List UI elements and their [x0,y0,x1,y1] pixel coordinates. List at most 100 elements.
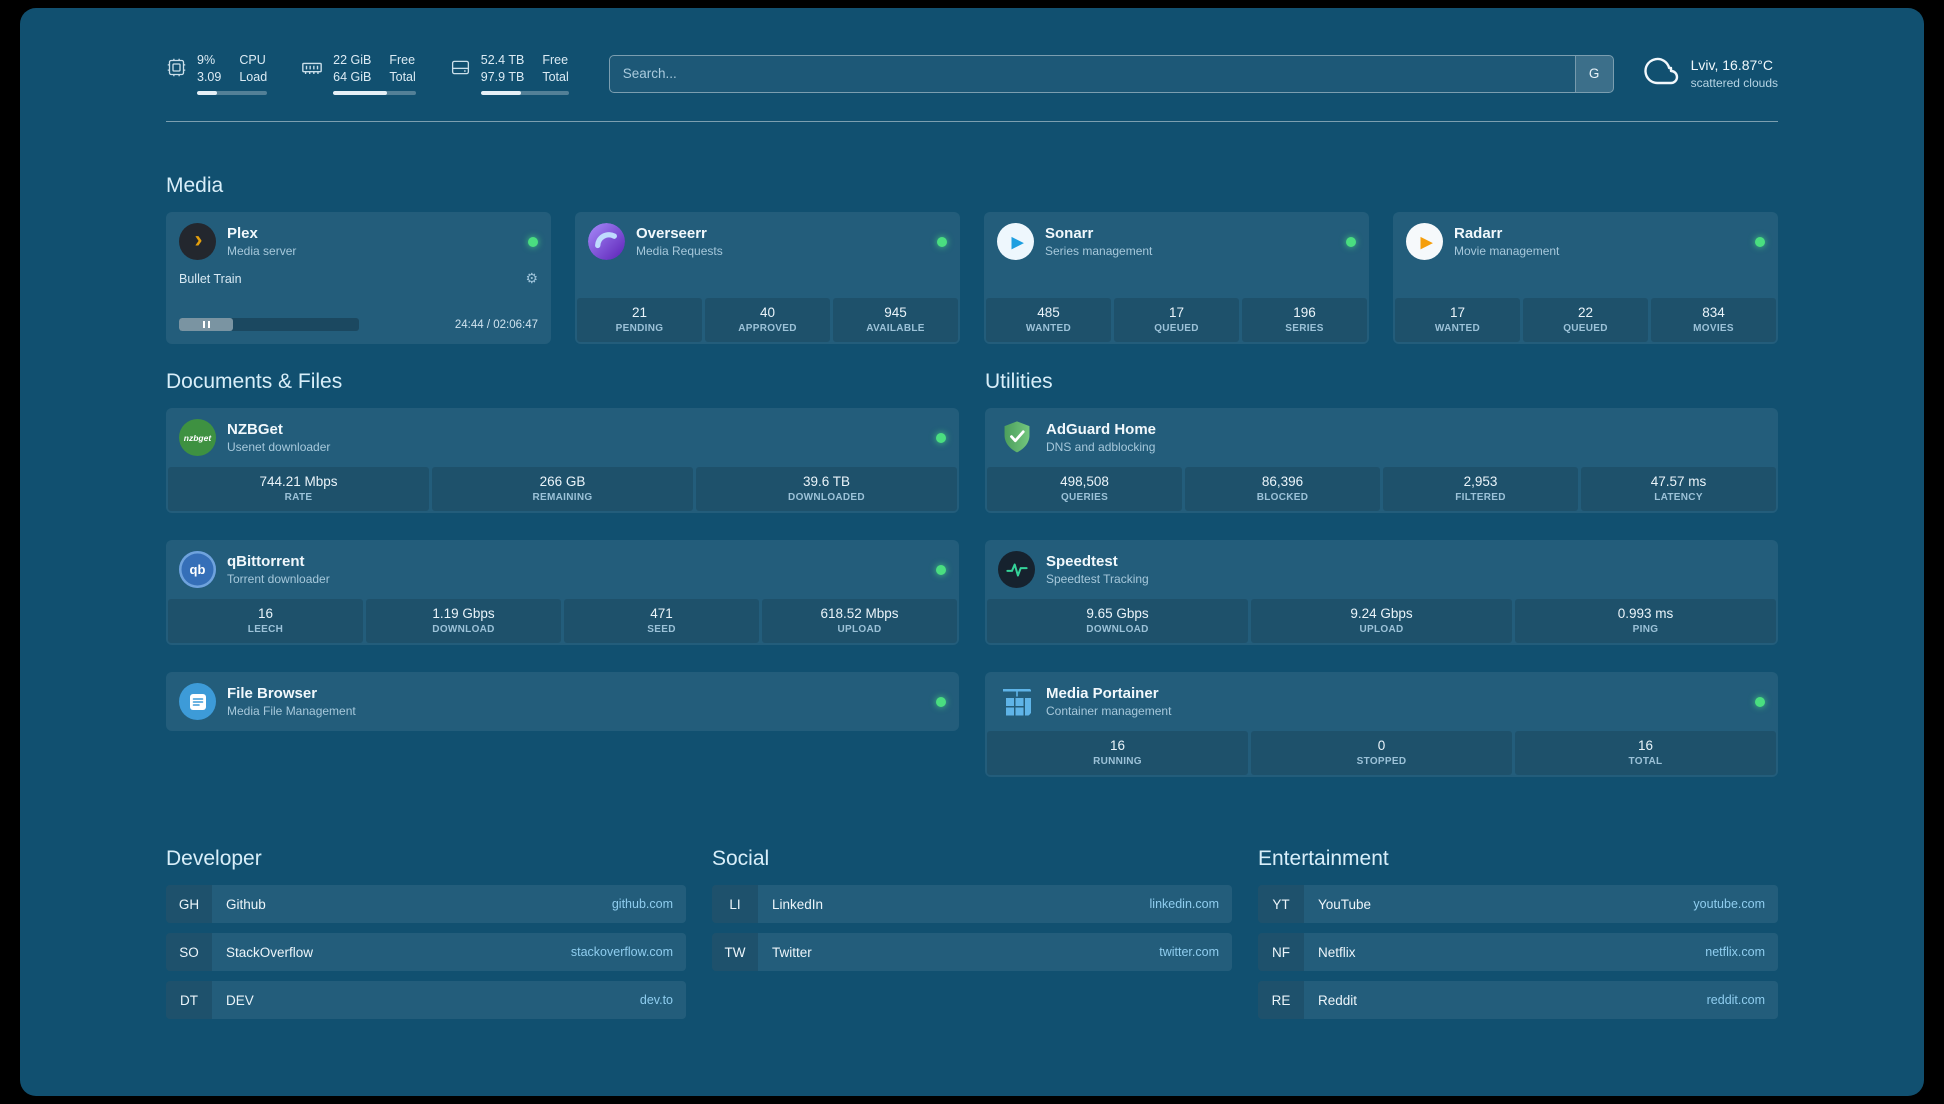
radarr-icon: ▶ [1406,223,1443,260]
stat-label: QUEUED [1563,323,1608,334]
stat-label: AVAILABLE [866,323,925,334]
bookmark-url: twitter.com [1159,945,1219,959]
search-input[interactable] [609,55,1575,92]
stat: 22 QUEUED [1523,298,1648,342]
gear-icon[interactable]: ⚙ [525,270,538,286]
stat-value: 0.993 ms [1617,606,1674,621]
stat-label: RATE [284,492,313,503]
memory-icon [301,57,323,84]
stat-label: UPLOAD [837,624,882,635]
header-divider [166,121,1778,122]
service-desc: Torrent downloader [227,572,330,586]
stat-label: BLOCKED [1256,492,1309,503]
stat-value: 21 [631,305,648,320]
stat: 1.19 Gbps DOWNLOAD [366,599,561,643]
status-dot [936,564,946,575]
bookmark-dev[interactable]: DT DEV dev.to [166,981,686,1019]
bookmark-twitter[interactable]: TW Twitter twitter.com [712,933,1232,971]
bookmark-abbr: DT [166,981,212,1019]
service-card-portainer[interactable]: Media Portainer Container management 16 … [985,672,1778,777]
stat: 196 SERIES [1242,298,1367,342]
overseerr-icon [588,223,625,260]
search-provider-button[interactable]: G [1574,55,1613,92]
bookmark-linkedin[interactable]: LI LinkedIn linkedin.com [712,885,1232,923]
stat-value: 40 [759,305,776,320]
stat-value: 2,953 [1463,474,1498,489]
memory-total-value: 64 GiB [333,70,372,84]
stat-value: 17 [1449,305,1466,320]
stat: 471 SEED [564,599,759,643]
sonarr-icon: ▶ [997,223,1034,260]
stat-value: 485 [1037,305,1060,320]
service-card-plex[interactable]: › Plex Media server Bullet Train ⚙ [166,212,551,344]
service-desc: Usenet downloader [227,440,331,454]
cpu-progress-bar [197,91,268,95]
stat: 0.993 ms PING [1515,599,1776,643]
disk-widget: 52.4 TB 97.9 TB Free Total [450,52,569,95]
service-card-overseerr[interactable]: Overseerr Media Requests 21 PENDING 40 A… [575,212,960,344]
memory-total-label: Total [389,70,416,84]
service-name: Overseerr [636,225,707,242]
section-documents: Documents & Files nzbget NZBGet Usenet d… [166,370,959,731]
pause-icon[interactable] [201,321,211,328]
bookmark-abbr: LI [712,885,758,923]
stat: 17 WANTED [1395,298,1520,342]
stat-label: FILTERED [1455,492,1506,503]
stat-label: SERIES [1285,323,1324,334]
weather-condition: scattered clouds [1690,76,1778,90]
cpu-label-2: Load [239,70,268,84]
bookmark-netflix[interactable]: NF Netflix netflix.com [1258,933,1778,971]
memory-progress-bar [333,91,416,95]
stat-label: SEED [647,624,676,635]
stat-value: 17 [1168,305,1185,320]
stat-label: STOPPED [1356,756,1407,767]
service-card-filebrowser[interactable]: File Browser Media File Management [166,672,959,731]
service-name: Radarr [1454,225,1503,242]
stat-label: LEECH [247,624,284,635]
service-name: Plex [227,225,258,242]
bookmark-github[interactable]: GH Github github.com [166,885,686,923]
bookmark-youtube[interactable]: YT YouTube youtube.com [1258,885,1778,923]
cpu-label-1: CPU [239,53,266,67]
stat-value: 266 GB [539,474,586,489]
cpu-value-percent: 9% [197,53,216,67]
section-title-entertainment: Entertainment [1258,847,1389,870]
service-card-nzbget[interactable]: nzbget NZBGet Usenet downloader 744.21 M… [166,408,959,513]
bookmark-stackoverflow[interactable]: SO StackOverflow stackoverflow.com [166,933,686,971]
stat: 744.21 Mbps RATE [168,467,429,511]
service-card-sonarr[interactable]: ▶ Sonarr Series management 485 WANTED [984,212,1369,344]
stat-label: WANTED [1025,323,1072,334]
stat-value: 86,396 [1261,474,1304,489]
stat-label: REMAINING [532,492,593,503]
stat: 9.65 Gbps DOWNLOAD [987,599,1248,643]
stat-label: TOTAL [1628,756,1663,767]
status-dot [1755,696,1765,707]
section-title-media: Media [166,174,224,197]
stat-label: PENDING [615,323,664,334]
service-card-speedtest[interactable]: Speedtest Speedtest Tracking 9.65 Gbps D… [985,540,1778,645]
status-dot [1755,236,1765,247]
bookmark-name: Netflix [1318,944,1356,960]
portainer-icon [998,683,1035,720]
bookmark-name: Github [226,896,266,912]
service-card-adguard[interactable]: AdGuard Home DNS and adblocking 498,508 … [985,408,1778,513]
cpu-icon [166,57,187,83]
stat: 498,508 QUERIES [987,467,1182,511]
service-desc: Media File Management [227,704,356,718]
section-title-documents: Documents & Files [166,370,343,393]
bookmark-name: DEV [226,992,254,1008]
stat: 40 APPROVED [705,298,830,342]
stat-value: 47.57 ms [1650,474,1707,489]
playback-progress-bar[interactable] [179,318,359,331]
service-card-radarr[interactable]: ▶ Radarr Movie management 17 WANTED [1393,212,1778,344]
stat: 945 AVAILABLE [833,298,958,342]
bookmark-group-social: Social LI LinkedIn linkedin.com TW Twitt… [712,847,1232,971]
bookmark-reddit[interactable]: RE Reddit reddit.com [1258,981,1778,1019]
stat: 21 PENDING [577,298,702,342]
stat-value: 1.19 Gbps [432,606,495,621]
service-card-qbittorrent[interactable]: qb qBittorrent Torrent downloader 16 LEE… [166,540,959,645]
stat-label: QUERIES [1060,492,1109,503]
bookmark-abbr: NF [1258,933,1304,971]
stat-value: 22 [1577,305,1594,320]
stat-label: DOWNLOADED [788,492,865,503]
